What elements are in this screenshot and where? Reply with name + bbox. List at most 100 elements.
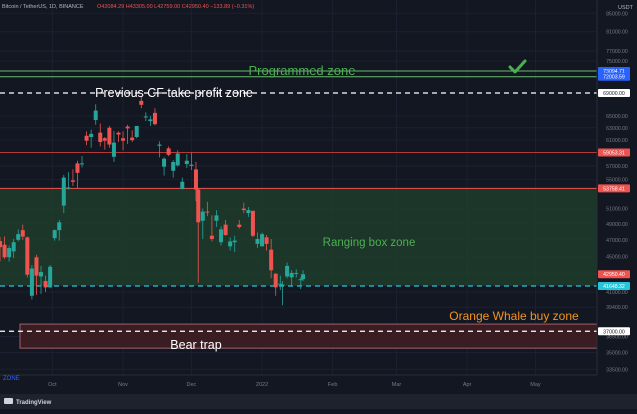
price-label-text: 72003.59 — [603, 75, 625, 81]
price-tick-label: 57000.00 — [606, 164, 628, 170]
zones-layer — [0, 187, 598, 349]
candle-body — [228, 241, 233, 247]
candle-body — [57, 222, 62, 231]
candle-body — [189, 164, 194, 167]
time-axis-ticks: Oct Nov Dec 2022 Feb Mar Apr May — [48, 382, 541, 388]
candle-body — [193, 169, 198, 190]
candle-body — [16, 234, 21, 240]
tradingview-logo-icon — [4, 398, 13, 404]
price-tick-label: 55000.00 — [606, 178, 628, 184]
candle-body — [43, 280, 48, 288]
candle-body — [102, 138, 107, 141]
previous-cf-label: Previous CF take profit zone — [95, 86, 253, 100]
candle-body — [162, 158, 167, 167]
price-label-box — [598, 327, 630, 336]
candle-body — [196, 189, 201, 223]
candle-body — [107, 127, 112, 145]
candle-body — [130, 137, 135, 141]
price-tick-label: 85000.00 — [606, 11, 628, 17]
price-tick-label: 47000.00 — [606, 238, 628, 244]
candle-body — [39, 272, 44, 277]
price-label-box — [598, 148, 630, 157]
bottom-toolbar — [0, 394, 637, 409]
time-tick-label: Apr — [463, 382, 472, 388]
candle-body — [25, 237, 30, 275]
candle-body — [48, 266, 53, 288]
candle-body — [121, 138, 126, 141]
candle-body — [143, 116, 148, 118]
tradingview-logo[interactable]: TradingView — [4, 398, 52, 406]
price-tick-label: 49000.00 — [606, 222, 628, 228]
candle-body — [80, 163, 85, 165]
candle-body — [152, 112, 157, 125]
price-tick-label: 75000.00 — [606, 59, 628, 65]
candle-body — [111, 142, 116, 157]
candle-body — [264, 237, 269, 244]
price-tick-label: 63000.00 — [606, 126, 628, 132]
price-label-text: 41648.32 — [603, 284, 625, 290]
price-tick-label: 77000.00 — [606, 49, 628, 55]
price-label-box — [598, 282, 630, 291]
time-axis[interactable] — [0, 375, 637, 394]
orange-whale-label: Orange Whale buy zone — [449, 309, 579, 323]
candle-body — [294, 272, 299, 274]
ohlc-readout: O42084.29 H43305.00 L42759.00 C42950.40 … — [97, 4, 254, 10]
time-tick-label: Dec — [187, 382, 197, 388]
price-label-box — [598, 270, 630, 279]
candle-body — [289, 272, 294, 278]
candle-body — [34, 257, 39, 276]
candle-body — [116, 132, 121, 135]
candle-body — [139, 100, 144, 105]
candle-body — [20, 230, 25, 237]
price-label-text: 73094.71 — [603, 69, 625, 75]
candle-body — [29, 268, 34, 296]
tradingview-brand: TradingView — [16, 400, 52, 406]
candle-body — [298, 279, 303, 281]
candle-body — [241, 208, 246, 211]
candle-body — [0, 241, 3, 248]
price-label-text: 37000.00 — [603, 329, 625, 335]
price-label-text: 59053.31 — [603, 151, 625, 157]
price-tick-label: 41000.00 — [606, 290, 628, 296]
symbol-title[interactable]: Bitcoin / TetherUS, 1D, BINANCE — [2, 4, 84, 10]
price-label-text: 69000.00 — [603, 91, 625, 97]
time-tick-label: 2022 — [256, 382, 268, 388]
candle-body — [280, 284, 285, 286]
candle-body — [200, 211, 205, 221]
time-tick-label: Oct — [48, 382, 57, 388]
candle-body — [255, 238, 260, 244]
bear-trap-label: Bear trap — [170, 338, 221, 352]
candle-body — [237, 224, 242, 227]
candle-body — [93, 110, 98, 120]
candle-body — [157, 144, 162, 146]
candle-body — [260, 234, 265, 247]
price-tick-label: 51000.00 — [606, 207, 628, 213]
candle-body — [171, 162, 176, 171]
candle-body — [184, 160, 189, 165]
candle-body — [301, 274, 306, 280]
candle-body — [84, 135, 89, 141]
candle-body — [223, 224, 228, 235]
candle-body — [61, 177, 66, 206]
ranging-box-label: Ranging box zone — [323, 237, 416, 249]
time-tick-label: Nov — [118, 382, 128, 388]
price-label-text: 42950.40 — [603, 272, 625, 278]
price-tick-label: 45000.00 — [606, 254, 628, 260]
candle-body — [52, 230, 57, 239]
candle-body — [278, 283, 283, 285]
price-label-box — [598, 184, 630, 193]
candle-body — [98, 132, 103, 142]
candle-body — [232, 240, 237, 243]
price-label-box — [598, 88, 630, 97]
candle-body — [219, 229, 224, 243]
price-tick-label: 81000.00 — [606, 30, 628, 36]
candle-body — [246, 210, 251, 214]
candle-body — [285, 265, 290, 277]
candle-body — [148, 119, 153, 122]
candle-body — [66, 187, 71, 189]
candle-body — [166, 148, 171, 155]
bear-trap-zone — [19, 323, 598, 349]
